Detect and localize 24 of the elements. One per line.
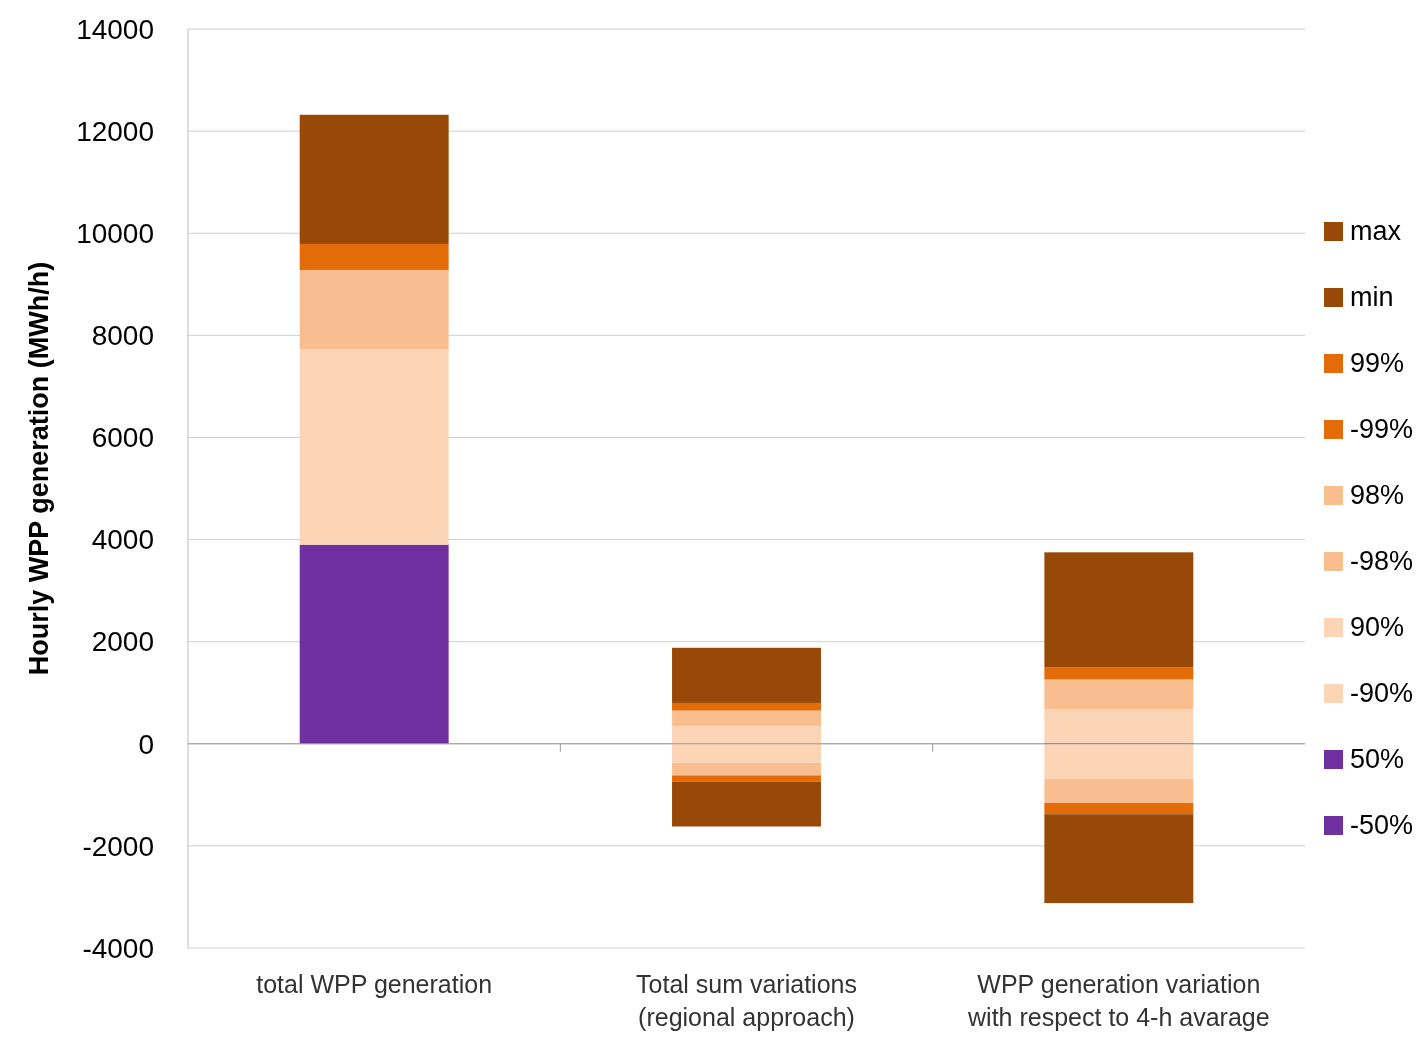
y-tick-label: 14000 — [76, 13, 154, 45]
legend-label: 98% — [1350, 480, 1405, 511]
legend-label: min — [1350, 282, 1394, 313]
y-tick-label: 4000 — [91, 524, 154, 556]
y-tick-label: 2000 — [91, 626, 154, 658]
legend-label: -99% — [1350, 414, 1414, 445]
legend-label: 99% — [1350, 348, 1405, 379]
y-tick-label: 10000 — [76, 218, 154, 250]
legend-label: max — [1350, 216, 1402, 247]
y-tick-label: 6000 — [91, 422, 154, 454]
legend-label: -98% — [1350, 546, 1414, 577]
y-tick-label: -4000 — [82, 932, 154, 964]
x-tick-label: WPP generation variation with respect to 4-h avarage — [967, 970, 1270, 1031]
legend-label: -50% — [1350, 810, 1414, 841]
y-axis-title: Hourly WPP generation (MWh/h) — [24, 261, 54, 676]
y-tick-label: -2000 — [82, 830, 154, 862]
y-tick-label: 12000 — [76, 115, 154, 147]
y-tick-label: 0 — [138, 728, 154, 760]
legend-label: -90% — [1350, 678, 1414, 709]
y-tick-label: 8000 — [91, 320, 154, 352]
x-tick-label: Total sum variations (regional approach) — [636, 970, 857, 1031]
legend-label: 50% — [1350, 744, 1405, 775]
x-tick-label: total WPP generation — [256, 970, 493, 998]
legend-label: 90% — [1350, 612, 1405, 643]
